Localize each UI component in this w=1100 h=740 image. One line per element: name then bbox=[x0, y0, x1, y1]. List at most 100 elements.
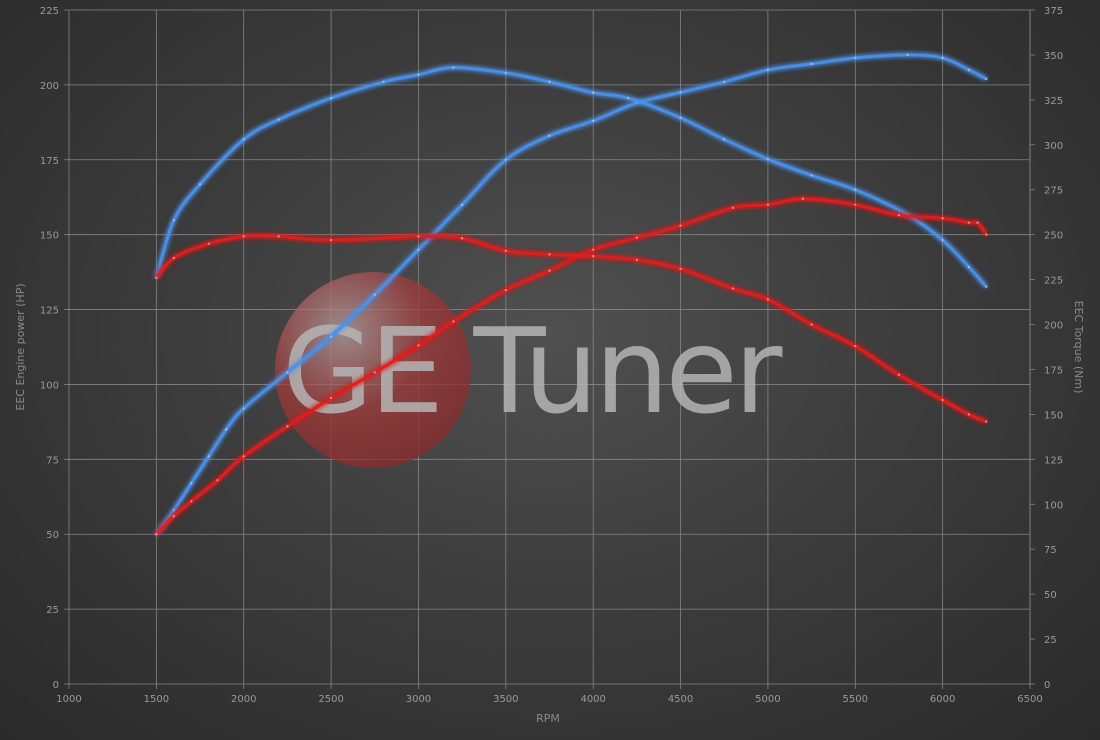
torque-curve-red-point bbox=[172, 256, 176, 260]
power-curve-blue-point bbox=[504, 158, 508, 161]
x-tick-label: 4000 bbox=[580, 694, 605, 705]
y-right-tick-label: 150 bbox=[1044, 410, 1063, 421]
power-curve-red-point bbox=[373, 371, 376, 374]
torque-curve-blue-point bbox=[766, 157, 770, 161]
x-tick-label: 6500 bbox=[1017, 694, 1042, 705]
y-right-tick-label: 275 bbox=[1044, 186, 1063, 197]
y-right-tick-label: 350 bbox=[1044, 51, 1063, 62]
power-curve-red bbox=[155, 197, 988, 536]
y-left-tick-label: 200 bbox=[40, 81, 59, 92]
torque-curve-blue-point bbox=[941, 238, 944, 242]
torque-curve-red-point bbox=[941, 398, 944, 402]
power-curve-blue-point bbox=[941, 56, 944, 60]
y-left-tick-label: 150 bbox=[40, 231, 59, 242]
power-curve-red-point bbox=[172, 515, 176, 518]
power-curve-red-point bbox=[766, 203, 770, 206]
y-left-tick-label: 25 bbox=[46, 605, 59, 616]
power-curve-red-point bbox=[417, 344, 420, 347]
y-right-tick-label: 100 bbox=[1044, 500, 1063, 511]
torque-curve-red-point bbox=[548, 253, 551, 256]
torque-curve-blue-point bbox=[810, 174, 813, 177]
torque-curve-blue-point bbox=[198, 183, 202, 186]
power-curve-red-point bbox=[941, 216, 944, 220]
power-curve-red-point bbox=[801, 197, 805, 200]
y-left-tick-label: 225 bbox=[40, 6, 59, 17]
power-curve-blue-point bbox=[373, 293, 376, 296]
x-tick-label: 1000 bbox=[56, 694, 81, 705]
power-curve-blue-point bbox=[906, 53, 909, 57]
power-curve-red-point bbox=[548, 269, 551, 272]
power-curve-red-point bbox=[190, 500, 193, 503]
y-left-tick-label: 175 bbox=[40, 156, 59, 167]
torque-curve-red-point bbox=[155, 276, 158, 280]
power-curve-blue-point bbox=[172, 509, 176, 512]
power-curve-red-point bbox=[329, 396, 333, 400]
y-axis-left-label: EEC Engine power (HP) bbox=[14, 283, 27, 410]
power-curve-blue-point bbox=[810, 62, 813, 66]
torque-curve-blue-point bbox=[723, 138, 726, 141]
y-left-tick-label: 100 bbox=[40, 380, 59, 391]
power-curve-red-point bbox=[967, 221, 971, 224]
torque-curve-red-point bbox=[460, 237, 464, 240]
torque-curve-red-point bbox=[329, 238, 333, 242]
torque-curve-red-point bbox=[277, 235, 280, 238]
y-left-tick-label: 75 bbox=[46, 455, 59, 466]
torque-curve-red-point bbox=[967, 413, 971, 416]
y-right-tick-label: 225 bbox=[1044, 276, 1063, 287]
x-tick-label: 5000 bbox=[755, 694, 780, 705]
torque-curve-blue-point bbox=[504, 71, 508, 75]
power-curve-blue-point bbox=[286, 371, 289, 374]
y-right-tick-label: 325 bbox=[1044, 96, 1063, 107]
torque-curve-red-point bbox=[635, 258, 639, 262]
power-curve-blue bbox=[155, 53, 988, 536]
x-tick-label: 6000 bbox=[930, 694, 955, 705]
power-curve-blue-point bbox=[548, 134, 551, 138]
x-axis-label: RPM bbox=[536, 712, 560, 725]
torque-curve-blue-point bbox=[242, 138, 245, 141]
watermark-text: GE Tuner bbox=[282, 302, 783, 440]
torque-curve-blue-point bbox=[277, 118, 280, 121]
y-right-tick-label: 75 bbox=[1044, 545, 1057, 556]
x-tick-label: 3500 bbox=[493, 694, 518, 705]
torque-curve-red-point bbox=[591, 255, 595, 258]
power-curve-blue-point bbox=[460, 203, 464, 206]
power-curve-blue-point bbox=[967, 68, 971, 72]
torque-curve-blue-point bbox=[854, 188, 857, 191]
power-curve-blue-point bbox=[417, 248, 420, 251]
torque-curve-red-point bbox=[207, 242, 210, 245]
x-tick-label: 2500 bbox=[318, 694, 343, 705]
torque-curve-blue-point bbox=[382, 80, 385, 84]
power-curve-red-point bbox=[242, 455, 245, 458]
x-tick-label: 5500 bbox=[843, 694, 868, 705]
x-tick-label: 3000 bbox=[406, 694, 431, 705]
torque-curve-red-point bbox=[766, 298, 770, 301]
power-curve-red-point bbox=[897, 213, 901, 217]
torque-curve-blue-point bbox=[626, 96, 630, 100]
x-tick-label: 1500 bbox=[144, 694, 169, 705]
torque-curve-blue bbox=[154, 66, 988, 288]
torque-curve-blue-point bbox=[329, 96, 333, 100]
power-curve-blue-point bbox=[723, 80, 726, 84]
power-curve-red-point bbox=[985, 233, 988, 236]
power-curve-red-point bbox=[155, 533, 158, 536]
watermark-logo: GE Tuner bbox=[275, 272, 787, 468]
power-curve-red-point bbox=[679, 224, 682, 227]
power-curve-blue-point bbox=[207, 455, 210, 458]
torque-curve-red-point bbox=[985, 420, 988, 423]
torque-curve-blue-point bbox=[452, 66, 455, 69]
series-lines bbox=[154, 53, 988, 536]
torque-curve-red-point bbox=[504, 249, 508, 253]
torque-curve-blue-point bbox=[679, 116, 682, 120]
y-right-tick-label: 200 bbox=[1044, 321, 1063, 332]
tick-labels: 1000 1500 2000 2500 3000 3500 4000 4500 5000 5500… bbox=[40, 6, 1063, 705]
power-curve-red-point bbox=[216, 479, 219, 482]
grid bbox=[64, 9, 1035, 689]
y-left-tick-label: 0 bbox=[53, 680, 59, 691]
y-axis-right-label: EEC Torque (Nm) bbox=[1072, 301, 1085, 394]
torque-curve-blue-point bbox=[417, 73, 420, 76]
y-right-tick-label: 375 bbox=[1044, 6, 1063, 17]
power-curve-blue-point bbox=[242, 407, 245, 410]
y-right-tick-label: 250 bbox=[1044, 231, 1063, 242]
torque-curve-red-point bbox=[810, 323, 813, 326]
